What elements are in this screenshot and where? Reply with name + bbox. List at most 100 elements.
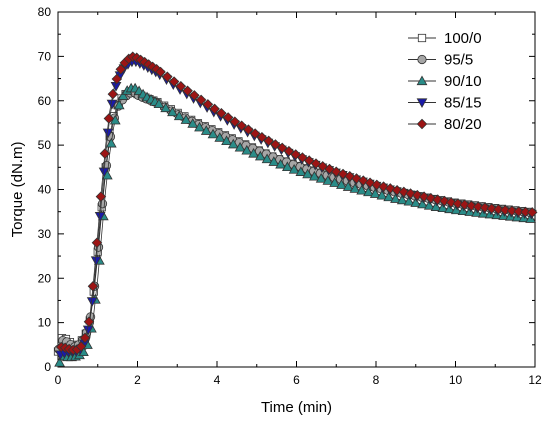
data-point bbox=[256, 131, 268, 143]
data-point bbox=[227, 138, 239, 149]
data-point bbox=[281, 161, 293, 172]
x-tick-label: 8 bbox=[373, 373, 380, 387]
data-point bbox=[95, 191, 107, 202]
x-tick-label: 12 bbox=[528, 373, 542, 387]
data-point bbox=[241, 144, 253, 155]
x-tick-label: 6 bbox=[293, 373, 300, 387]
data-point bbox=[236, 120, 247, 131]
data-point bbox=[410, 197, 422, 207]
data-point bbox=[91, 237, 103, 249]
legend-label: 95/5 bbox=[444, 52, 473, 69]
data-point bbox=[180, 114, 192, 124]
data-point bbox=[268, 156, 280, 166]
data-point bbox=[363, 186, 374, 197]
data-point bbox=[54, 357, 65, 367]
data-point bbox=[75, 341, 87, 352]
data-point bbox=[472, 201, 484, 213]
data-point bbox=[445, 197, 457, 208]
data-point bbox=[83, 316, 95, 328]
y-tick-label: 50 bbox=[38, 138, 52, 152]
data-point bbox=[322, 175, 334, 185]
data-point bbox=[109, 114, 121, 125]
data-point bbox=[117, 90, 129, 100]
data-point bbox=[155, 66, 166, 78]
legend-marker bbox=[417, 33, 427, 43]
data-point bbox=[263, 135, 274, 147]
legend-marker bbox=[417, 54, 427, 65]
y-tick-label: 70 bbox=[38, 49, 52, 63]
data-point bbox=[94, 212, 106, 222]
legend-marker bbox=[416, 98, 428, 109]
data-point bbox=[439, 195, 450, 207]
data-point bbox=[234, 141, 246, 152]
legend-marker bbox=[416, 75, 428, 86]
data-point bbox=[162, 71, 173, 83]
data-point bbox=[295, 166, 307, 176]
x-tick-label: 4 bbox=[214, 373, 221, 387]
legend-item-80-20: 80/20 bbox=[408, 116, 482, 133]
data-point bbox=[459, 199, 470, 210]
data-point bbox=[216, 107, 227, 119]
data-point bbox=[430, 201, 442, 211]
data-point bbox=[405, 188, 416, 199]
data-point bbox=[493, 204, 504, 215]
data-point bbox=[437, 202, 449, 213]
x-axis-title: Time (min) bbox=[261, 399, 332, 416]
data-point bbox=[173, 110, 185, 121]
data-point bbox=[222, 112, 234, 123]
data-point bbox=[229, 116, 241, 127]
data-point bbox=[329, 177, 341, 187]
y-axis-title: Torque (dN.m) bbox=[9, 142, 26, 238]
data-point bbox=[369, 188, 381, 198]
data-point bbox=[207, 128, 219, 139]
y-tick-label: 10 bbox=[38, 316, 52, 330]
data-point bbox=[189, 90, 200, 101]
data-point bbox=[167, 106, 178, 117]
series-layer bbox=[53, 51, 538, 368]
data-point bbox=[214, 132, 226, 142]
data-point bbox=[464, 206, 476, 216]
data-point bbox=[486, 203, 497, 214]
data-point bbox=[383, 191, 395, 202]
data-point bbox=[90, 256, 102, 267]
data-point bbox=[457, 205, 469, 216]
data-point bbox=[195, 94, 207, 106]
data-point bbox=[115, 63, 127, 75]
y-tick-label: 0 bbox=[44, 360, 51, 374]
data-point bbox=[499, 204, 511, 216]
series-80-20 bbox=[55, 51, 538, 356]
y-tick-label: 60 bbox=[38, 94, 52, 108]
legend-label: 100/0 bbox=[444, 30, 482, 47]
data-point bbox=[349, 183, 361, 193]
series-90-10 bbox=[54, 82, 537, 368]
data-point bbox=[452, 198, 464, 209]
data-point bbox=[202, 99, 214, 110]
y-tick-label: 30 bbox=[38, 227, 52, 241]
data-point bbox=[79, 332, 91, 344]
data-point bbox=[356, 184, 368, 195]
data-point bbox=[187, 118, 199, 128]
data-point bbox=[105, 137, 117, 148]
legend-label: 85/15 bbox=[444, 95, 482, 112]
data-point bbox=[330, 166, 342, 178]
data-point bbox=[432, 194, 443, 205]
data-point bbox=[113, 99, 125, 110]
data-point bbox=[168, 76, 180, 87]
data-point bbox=[153, 98, 165, 109]
data-point bbox=[336, 179, 347, 189]
data-point bbox=[248, 147, 259, 158]
data-point bbox=[309, 170, 320, 181]
data-point bbox=[288, 163, 300, 174]
legend-item-95-5: 95/5 bbox=[408, 52, 473, 69]
data-point bbox=[254, 150, 266, 161]
data-point bbox=[261, 153, 273, 164]
data-point bbox=[243, 124, 254, 135]
legend-item-90-10: 90/10 bbox=[408, 73, 482, 90]
data-point bbox=[99, 148, 111, 159]
data-point bbox=[160, 102, 172, 113]
data-point bbox=[182, 85, 193, 97]
legend-item-85-15: 85/15 bbox=[408, 95, 482, 112]
data-point bbox=[270, 139, 281, 150]
data-point bbox=[103, 113, 115, 124]
